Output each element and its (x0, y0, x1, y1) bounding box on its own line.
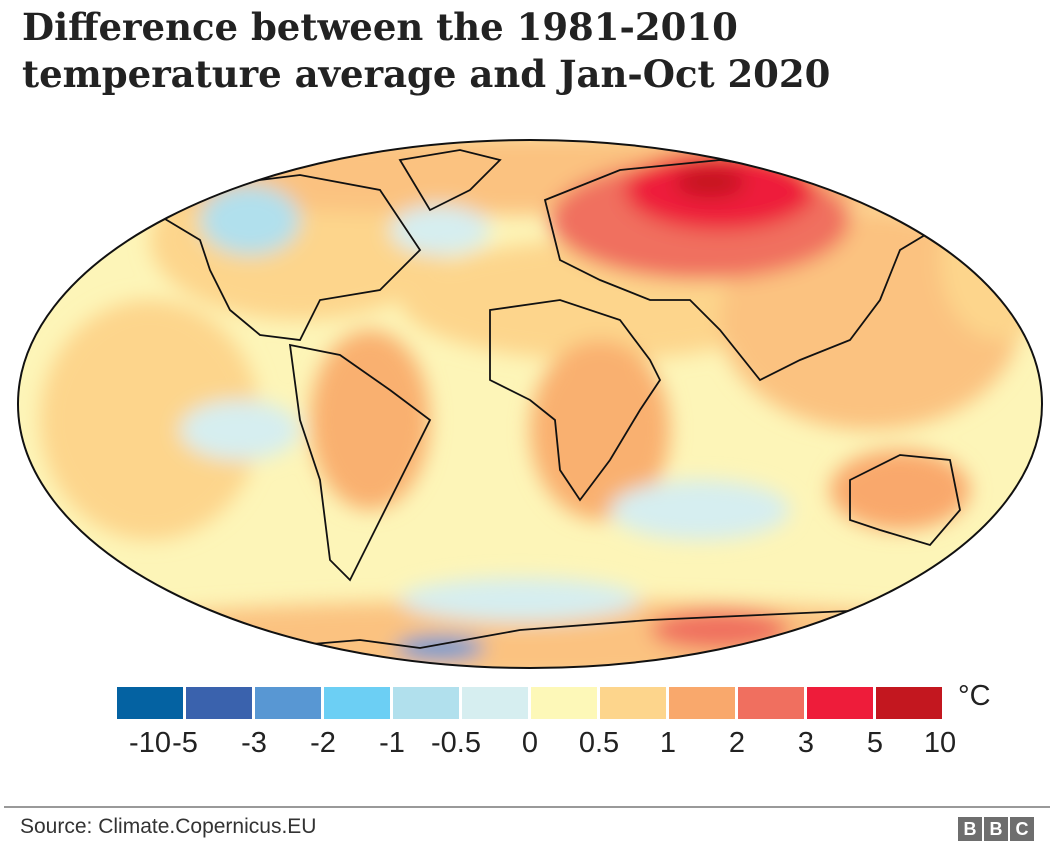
legend-swatch-5-10 (876, 687, 942, 719)
legend-swatch-0-05 (531, 687, 597, 719)
legend-tick: -10 (129, 727, 171, 759)
legend-tick: -2 (310, 727, 336, 759)
legend-tick: -1 (379, 727, 405, 759)
legend-tick: 0.5 (578, 727, 620, 759)
legend-swatch-3-5 (807, 687, 873, 719)
legend-swatch-neg05-0 (462, 687, 528, 719)
legend-swatch-neg5-neg3 (186, 687, 252, 719)
logo-letter: C (1010, 817, 1034, 841)
legend-swatch-neg10-neg5 (117, 687, 183, 719)
legend-swatch-neg3-neg2 (255, 687, 321, 719)
legend-swatch-2-3 (738, 687, 804, 719)
legend-tick: 2 (728, 727, 746, 759)
legend-tick: 5 (866, 727, 884, 759)
legend-tick: -3 (241, 727, 267, 759)
legend-swatch-05-1 (600, 687, 666, 719)
logo-letter: B (958, 817, 982, 841)
legend-unit: °C (958, 680, 991, 712)
legend-tick: 3 (797, 727, 815, 759)
legend-swatch-1-2 (669, 687, 735, 719)
legend-tick: 10 (923, 727, 957, 759)
footer-divider (4, 806, 1050, 808)
legend-tick: 0 (521, 727, 539, 759)
logo-letter: B (984, 817, 1008, 841)
world-temperature-anomaly-map (17, 139, 1043, 669)
legend-tick: -5 (172, 727, 198, 759)
legend-tick: -0.5 (431, 727, 481, 759)
chart-title: Difference between the 1981-2010 temperat… (22, 5, 831, 96)
legend-swatch-neg1-neg05 (393, 687, 459, 719)
bbc-logo: B B C (958, 817, 1034, 841)
source-note: Source: Climate.Copernicus.EU (20, 815, 317, 838)
legend-tick: 1 (659, 727, 677, 759)
legend-swatch-neg2-neg1 (324, 687, 390, 719)
